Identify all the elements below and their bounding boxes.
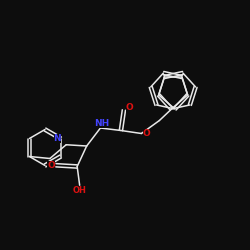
Text: N: N: [54, 134, 61, 143]
Text: NH: NH: [94, 119, 109, 128]
Text: O: O: [142, 130, 150, 138]
Text: O: O: [47, 161, 55, 170]
Text: OH: OH: [73, 186, 86, 195]
Text: O: O: [126, 103, 133, 112]
